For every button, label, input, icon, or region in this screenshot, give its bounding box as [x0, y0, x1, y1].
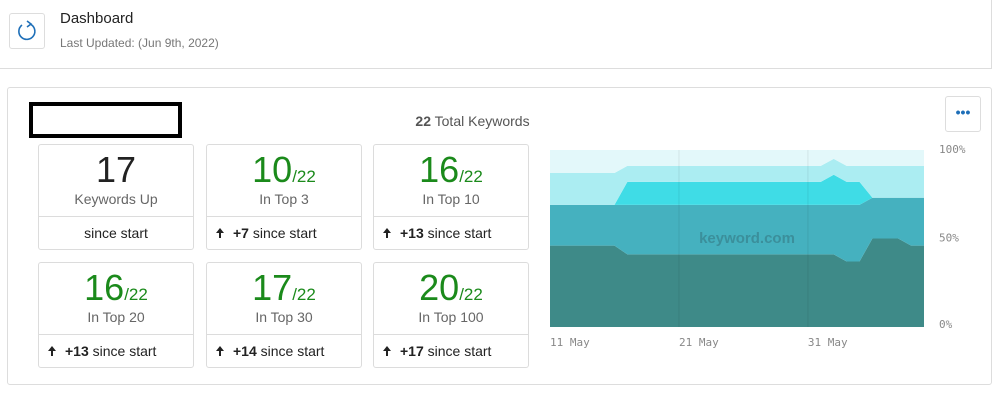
arrow-shape: [216, 346, 224, 356]
stat-footer: +17 since start: [374, 334, 528, 368]
arrow-up-icon: [216, 228, 224, 238]
total-label: Total Keywords: [434, 113, 530, 129]
stat-number: 20/22: [374, 267, 528, 309]
stat-value: 10: [252, 149, 293, 190]
arrow-shape: [383, 346, 391, 356]
arrow-shape: [383, 228, 391, 238]
arrow-up-icon: [48, 346, 56, 356]
stat-value: 17: [252, 267, 293, 308]
total-count: 22: [415, 113, 431, 129]
stat-card: 17 Keywords Up since start: [38, 144, 194, 250]
stat-value: 16: [84, 267, 125, 308]
area-series: [550, 158, 924, 205]
stat-footer-text: since start: [84, 225, 148, 241]
main-panel: [7, 87, 992, 385]
area-series: [550, 238, 924, 327]
stat-footer: +13 since start: [374, 216, 528, 250]
arrow-up-icon: [383, 346, 391, 356]
stat-footer: since start: [39, 216, 193, 250]
stat-footer-text: since start: [427, 225, 492, 241]
stat-card: 20/22 In Top 100 +17 since start: [373, 262, 529, 368]
stat-label: In Top 10: [422, 191, 480, 207]
stat-number: 17/22: [207, 267, 361, 309]
y-tick-label: 100%: [939, 143, 966, 156]
stat-footer-text: since start: [260, 343, 325, 359]
stat-change: +17: [400, 343, 424, 359]
arrow-shape: [48, 346, 56, 356]
stat-footer: +14 since start: [207, 334, 361, 368]
stat-number: 16/22: [39, 267, 193, 309]
stat-change: +14: [233, 343, 257, 359]
stat-card: 10/22 In Top 3 +7 since start: [206, 144, 362, 250]
arrow-up-icon: [383, 228, 391, 238]
stat-change: +13: [400, 225, 424, 241]
stat-number: 16/22: [374, 149, 528, 191]
stat-value: 17: [95, 149, 137, 190]
menu-button[interactable]: •••: [945, 96, 981, 132]
stat-footer-text: since start: [427, 343, 492, 359]
y-tick-label: 50%: [939, 232, 959, 245]
area-series: [550, 174, 924, 205]
stat-label: Keywords Up: [74, 191, 158, 207]
stat-change: +7: [233, 225, 249, 241]
stat-label: In Top 20: [87, 309, 145, 325]
x-tick-label: 31 May: [808, 336, 848, 349]
total-keywords: 22 Total Keywords: [380, 113, 565, 129]
stat-total: /22: [459, 167, 483, 186]
stat-total: /22: [292, 167, 316, 186]
x-tick-label: 21 May: [679, 336, 719, 349]
stat-label: In Top 100: [418, 309, 484, 325]
stat-footer-text: since start: [92, 343, 157, 359]
stat-card: 16/22 In Top 20 +13 since start: [38, 262, 194, 368]
stat-footer: +7 since start: [207, 216, 361, 250]
redacted-title: [29, 102, 182, 138]
header-title: Dashboard: [60, 10, 134, 27]
stat-total: /22: [459, 285, 483, 304]
stat-number: 17: [39, 149, 193, 191]
arrow-up-icon: [216, 346, 224, 356]
refresh-button[interactable]: [9, 13, 45, 49]
header-subtitle: Last Updated: (Jun 9th, 2022): [60, 36, 219, 50]
stat-footer-text: since start: [252, 225, 317, 241]
stat-total: /22: [292, 285, 316, 304]
area-series: [550, 197, 924, 262]
refresh-icon: [18, 20, 36, 41]
stat-label: In Top 3: [259, 191, 309, 207]
stat-value: 20: [419, 267, 460, 308]
stat-card: 16/22 In Top 10 +13 since start: [373, 144, 529, 250]
stat-number: 10/22: [207, 149, 361, 191]
area-series: [550, 150, 924, 174]
stat-footer: +13 since start: [39, 334, 193, 368]
stat-change: +13: [65, 343, 89, 359]
chart: keyword.com 11 May 21 May 31 May 0% 50% 100%: [550, 143, 966, 349]
stat-total: /22: [124, 285, 148, 304]
stat-label: In Top 30: [255, 309, 313, 325]
x-tick-label: 11 May: [550, 336, 590, 349]
header-panel: Dashboard Last Updated: (Jun 9th, 2022): [0, 0, 992, 69]
watermark: keyword.com: [699, 230, 795, 247]
y-tick-label: 0%: [939, 318, 953, 331]
arrow-shape: [216, 228, 224, 238]
stat-card: 17/22 In Top 30 +14 since start: [206, 262, 362, 368]
stat-value: 16: [419, 149, 460, 190]
